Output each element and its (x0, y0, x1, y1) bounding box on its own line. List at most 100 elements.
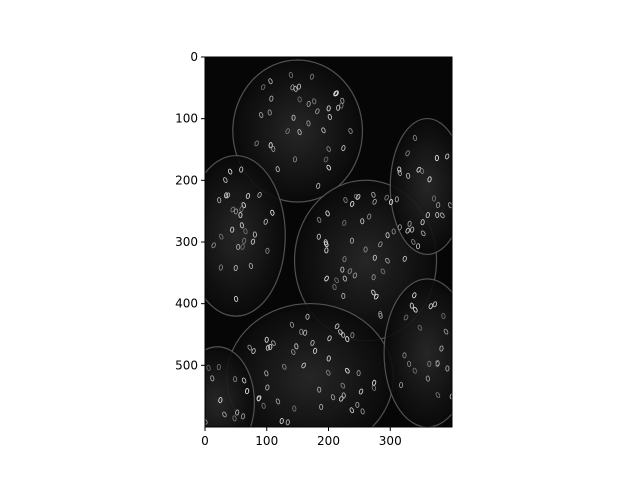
seed-mark (416, 243, 421, 250)
seed-mark (292, 156, 298, 163)
seed-mark (326, 105, 331, 112)
seed-mark (301, 362, 307, 369)
seed-mark (217, 197, 222, 204)
seed-mark (425, 375, 430, 382)
seed-mark (310, 339, 315, 346)
seed-mark (412, 367, 417, 374)
y-tick-label: 100 (175, 112, 198, 126)
seed-mark (410, 226, 415, 233)
seed-mark (412, 134, 418, 141)
seed-mark (312, 347, 318, 354)
seed-mark (194, 403, 198, 409)
seed-mark (405, 227, 411, 234)
seed-mark (271, 145, 276, 152)
seed-mark (341, 145, 346, 152)
seed-mark (406, 172, 411, 179)
seed-mark (199, 418, 204, 424)
seed-mark (420, 230, 426, 237)
seed-mark (258, 112, 264, 118)
seed-mark (367, 213, 372, 220)
seed-mark (394, 196, 399, 203)
seed-mark (233, 264, 238, 272)
seed-mark (345, 367, 350, 374)
seed-mark (330, 394, 336, 401)
seed-mark (324, 247, 329, 254)
seed-mark (268, 343, 273, 351)
seed-mark (334, 323, 340, 330)
seed-mark (239, 222, 245, 229)
seed-mark (252, 231, 257, 238)
seed-mark (333, 90, 338, 97)
seed-mark (309, 73, 315, 80)
seed-mark (326, 146, 331, 152)
x-tick-label: 0 (201, 434, 209, 448)
seed-mark (455, 332, 459, 338)
seed-mark (245, 388, 250, 395)
seed-mark (336, 104, 341, 111)
seed-mark (340, 97, 345, 104)
seed-mark (251, 348, 256, 355)
seed-mark (296, 83, 301, 90)
seed-mark (348, 128, 353, 134)
seed-mark (254, 140, 259, 147)
seed-mark (257, 192, 262, 198)
seed-mark (405, 150, 410, 157)
seed-mark (407, 360, 412, 367)
seed-mark (435, 392, 441, 398)
seed-mark (372, 198, 377, 205)
seed-mark (299, 328, 304, 335)
seed-mark (303, 329, 308, 336)
edge-image (194, 57, 459, 427)
seed-mark (454, 337, 459, 343)
x-tick-label: 300 (379, 434, 402, 448)
seed-mark (285, 419, 290, 426)
seed-mark (327, 113, 333, 120)
seed-mark (355, 194, 361, 200)
seed-mark (245, 193, 251, 199)
x-tick-label: 200 (317, 434, 340, 448)
seed-mark (233, 295, 239, 302)
seed-mark (434, 154, 439, 162)
seed-mark (271, 340, 276, 346)
seed-mark (411, 239, 416, 245)
seed-mark (454, 330, 458, 336)
seed-mark (402, 255, 407, 262)
seed-mark (420, 219, 425, 226)
seed-mark (432, 301, 438, 308)
seed-mark (397, 224, 402, 231)
seed-mark (206, 364, 211, 371)
seed-mark (289, 321, 295, 328)
seed-mark (417, 324, 423, 331)
y-tick-label: 500 (175, 358, 198, 372)
seed-mark (388, 198, 394, 206)
seed-mark (340, 382, 346, 389)
seed-mark (350, 332, 355, 339)
seed-mark (347, 268, 353, 275)
seed-mark (399, 381, 404, 389)
seed-mark (332, 284, 337, 291)
seed-mark (453, 355, 456, 360)
seed-mark (384, 194, 389, 201)
seed-mark (409, 302, 414, 309)
seed-mark (291, 114, 296, 121)
x-axis: 0 100 200 300 (201, 427, 402, 448)
y-tick-label: 200 (175, 173, 198, 187)
berry-outline (383, 278, 452, 427)
seed-mark (261, 402, 266, 409)
seed-mark (297, 129, 302, 136)
seed-mark (241, 377, 247, 384)
seed-mark (279, 417, 284, 425)
seed-mark (425, 212, 430, 219)
seed-mark (265, 344, 271, 351)
seed-mark (342, 219, 347, 226)
seed-mark (372, 254, 377, 261)
seed-mark (371, 191, 376, 198)
seed-mark (358, 388, 364, 395)
seed-mark (432, 195, 437, 202)
seed-mark (268, 142, 273, 149)
seed-mark (321, 127, 326, 134)
seed-mark (427, 360, 432, 367)
seed-mark (316, 216, 322, 223)
seed-mark (240, 243, 245, 250)
seed-mark (225, 192, 231, 199)
